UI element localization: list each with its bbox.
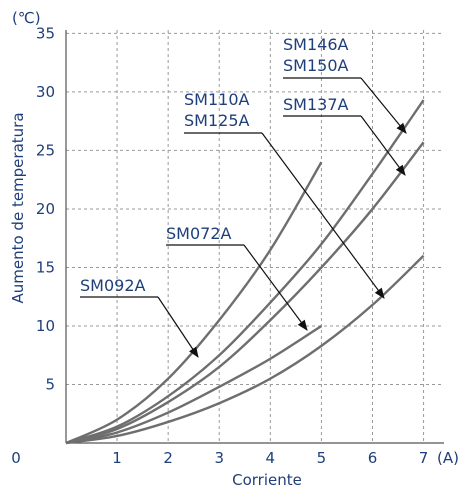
series-line [65, 254, 425, 445]
grid [66, 30, 444, 443]
series-curves [65, 99, 425, 445]
axes: 0 1 2 3 4 5 6 7 5 10 15 20 25 30 35 (A) (℃) Corriente Aume… [9, 9, 459, 489]
callout-label: SM150A [283, 56, 349, 75]
callout-arrow [157, 296, 199, 358]
callout-label: SM137A [283, 95, 349, 114]
series-line [65, 141, 425, 445]
callout-label: SM146A [283, 35, 349, 54]
x-tick-label: 5 [317, 449, 327, 467]
series-line [65, 324, 323, 445]
x-tick-label: 3 [214, 449, 224, 467]
x-unit-label: (A) [437, 449, 459, 467]
y-axis-title: Aumento de temperatura [9, 112, 27, 303]
x-axis-title: Corriente [232, 471, 302, 489]
y-unit-label: (℃) [12, 9, 41, 27]
y-tick-label: 10 [36, 317, 55, 335]
series-line [65, 99, 425, 445]
x-tick-label: 0 [11, 449, 21, 467]
x-tick-label: 2 [163, 449, 173, 467]
y-tick-label: 30 [36, 83, 55, 101]
x-tick-label: 7 [419, 449, 429, 467]
callout-arrow [360, 77, 407, 134]
callout-label: SM072A [166, 224, 232, 243]
y-tick-label: 20 [36, 200, 55, 218]
y-tick-label: 25 [36, 141, 55, 159]
callout-arrow [360, 115, 406, 176]
callout-label: SM092A [80, 276, 146, 295]
y-tick-label: 35 [36, 24, 55, 42]
y-tick-label: 5 [45, 375, 55, 393]
x-tick-label: 1 [112, 449, 122, 467]
callout-arrow [261, 132, 385, 299]
x-tick-label: 4 [266, 449, 276, 467]
callout-arrow [243, 244, 308, 331]
series-line [65, 161, 323, 445]
callout-label: SM125A [184, 111, 250, 130]
y-tick-label: 15 [36, 258, 55, 276]
callout-label: SM110A [184, 90, 250, 109]
x-tick-label: 6 [368, 449, 378, 467]
callouts: SM146A SM150A SM110A SM125A SM137A SM072A SM09… [80, 35, 407, 358]
